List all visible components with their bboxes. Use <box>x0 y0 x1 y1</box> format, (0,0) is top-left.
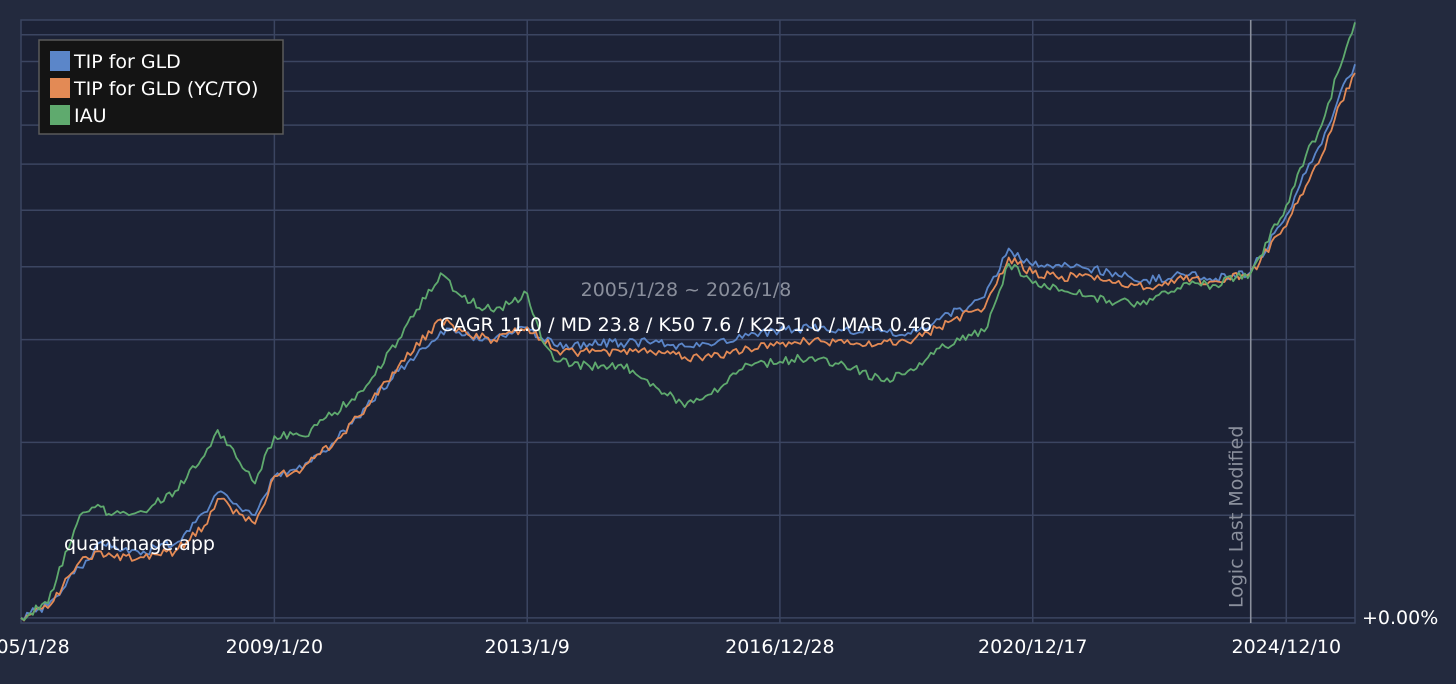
legend: TIP for GLD TIP for GLD (YC/TO) IAU <box>38 39 284 135</box>
x-tick-label-5: 2024/12/10 <box>1232 636 1342 658</box>
series-line-2 <box>20 22 1356 621</box>
watermark: quantmage.app <box>64 533 215 555</box>
legend-swatch-1 <box>50 78 70 98</box>
x-tick-label-0: 2005/1/28 <box>0 636 70 658</box>
series-lines <box>20 22 1356 622</box>
legend-swatch-2 <box>50 105 70 125</box>
legend-label-1: TIP for GLD (YC/TO) <box>73 78 258 100</box>
annotation-label-0: Logic Last Modified <box>1226 426 1248 608</box>
date-range-label: 2005/1/28 ~ 2026/1/8 <box>581 279 792 301</box>
x-tick-label-3: 2016/12/28 <box>725 636 835 658</box>
stats-label: CAGR 11.0 / MD 23.8 / K50 7.6 / K25 1.0 … <box>440 314 932 336</box>
x-tick-label-2: 2013/1/9 <box>485 636 570 658</box>
annotations: Logic Last Modified <box>1226 20 1252 623</box>
x-tick-label-1: 2009/1/20 <box>226 636 323 658</box>
plot-border <box>20 19 1356 624</box>
series-line-1 <box>20 72 1356 622</box>
legend-box <box>38 39 284 135</box>
legend-swatch-0 <box>50 51 70 71</box>
x-tick-label-4: 2020/12/17 <box>978 636 1088 658</box>
series-line-0 <box>20 64 1356 621</box>
legend-label-2: IAU <box>74 105 107 127</box>
x-axis-ticks: 2005/1/28 2009/1/20 2013/1/9 2016/12/28 2020… <box>0 636 1341 658</box>
right-axis-label: +0.00% <box>1362 607 1438 629</box>
legend-label-0: TIP for GLD <box>73 51 181 73</box>
